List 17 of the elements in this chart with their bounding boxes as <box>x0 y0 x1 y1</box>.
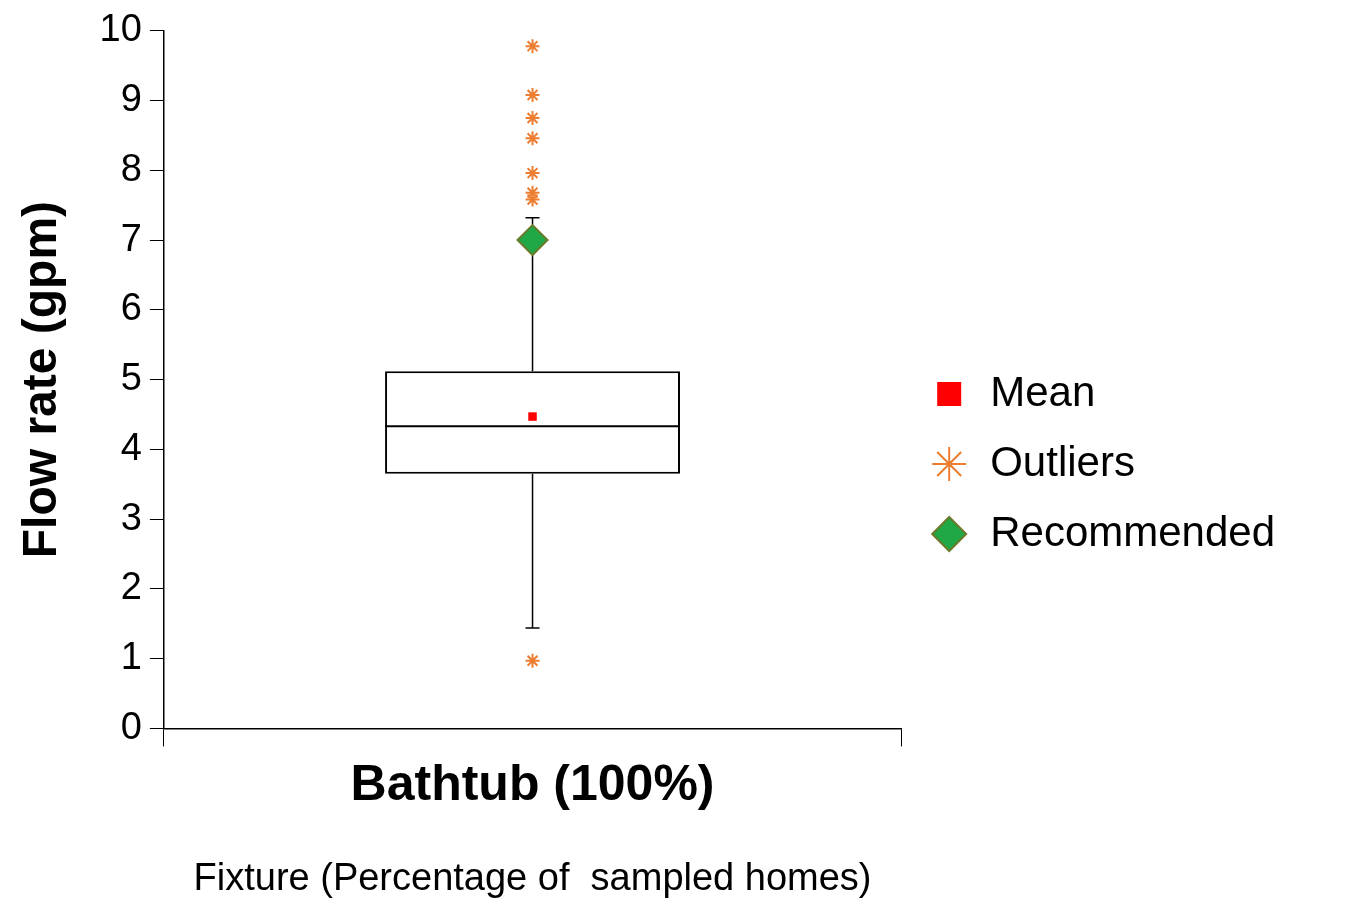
y-tick-label: 9 <box>120 77 142 120</box>
y-tick-label: 8 <box>120 146 142 189</box>
legend-label: Mean <box>990 367 1096 415</box>
y-tick-label: 7 <box>120 216 142 259</box>
x-axis-title: Fixture (Percentage of sampled homes) <box>193 855 872 898</box>
y-tick-label: 10 <box>99 7 142 50</box>
y-tick-label: 2 <box>120 565 142 608</box>
y-tick-label: 0 <box>120 704 142 747</box>
y-axis-title: Flow rate (gpm) <box>13 200 67 559</box>
y-tick-label: 6 <box>120 286 142 329</box>
x-tick-label: Bathtub (100%) <box>350 755 715 812</box>
y-tick-label: 3 <box>120 495 142 538</box>
legend-label: Outliers <box>990 437 1135 485</box>
y-tick-label: 4 <box>120 425 142 468</box>
legend-label: Recommended <box>990 507 1275 555</box>
y-tick-label: 1 <box>120 635 142 678</box>
y-tick-label: 5 <box>120 356 142 399</box>
